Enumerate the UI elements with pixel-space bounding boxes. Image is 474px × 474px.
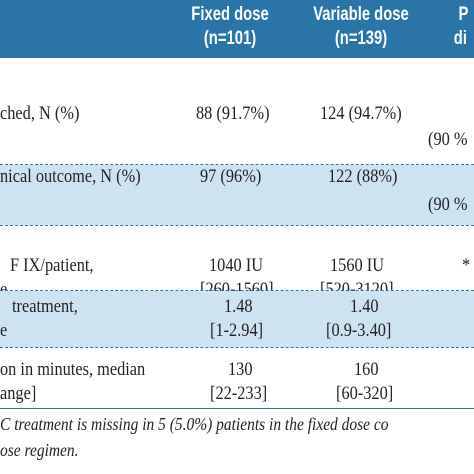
cell-fixed: 1040 IU <box>209 255 264 276</box>
row-label-cont: ange] <box>0 383 37 404</box>
cell-extra: (90 % <box>428 129 468 150</box>
header-p-value: P di <box>446 3 474 51</box>
row-label: nical outcome, N (%) <box>0 166 141 187</box>
header-fixed-dose-line1: Fixed dose <box>191 4 269 25</box>
row-label-cont: e <box>0 320 8 341</box>
table-row: F IX/patient, e 1040 IU [260-1560] 1560 … <box>0 226 474 300</box>
table-row: ched, N (%) 88 (91.7%) 124 (94.7%) (90 % <box>0 58 474 164</box>
cell-variable: 122 (88%) <box>328 166 398 187</box>
cell-fixed-range: [1-2.94] <box>210 320 264 341</box>
header-p-value-line1: P <box>458 4 469 25</box>
row-divider <box>0 347 474 348</box>
cell-variable-range: [60-320] <box>336 383 394 404</box>
row-divider <box>0 225 474 226</box>
row-label: on in minutes, median <box>0 359 146 380</box>
table-row: on in minutes, median ange] 130 [22-233]… <box>0 348 474 408</box>
row-label: F IX/patient, <box>10 255 94 276</box>
header-variable-dose: Variable dose (n=139) <box>303 3 420 51</box>
cell-variable: 1560 IU <box>330 255 385 276</box>
table-row: nical outcome, N (%) 97 (96%) 122 (88%) … <box>0 165 474 225</box>
cell-fixed-range: [22-233] <box>210 383 268 404</box>
header-variable-dose-line1: Variable dose <box>313 4 409 25</box>
cell-variable: 124 (94.7%) <box>320 103 402 124</box>
row-label: ched, N (%) <box>0 103 80 124</box>
cell-fixed: 1.48 <box>224 296 253 317</box>
row-label-cont: e <box>0 279 8 300</box>
cell-fixed: 88 (91.7%) <box>196 103 270 124</box>
cell-extra: * <box>462 255 471 276</box>
row-divider <box>0 290 474 291</box>
cell-extra: (90 % <box>428 194 468 215</box>
cell-fixed: 130 <box>228 359 253 380</box>
header-variable-dose-line2: (n=139) <box>334 28 388 49</box>
table-header <box>0 0 474 58</box>
footnote-line2: ose regimen. <box>0 440 79 460</box>
cell-variable: 1.40 <box>350 296 379 317</box>
table-bottom-rule <box>0 408 474 409</box>
cell-variable-range: [0.9-3.40] <box>326 320 392 341</box>
table-row: treatment, e 1.48 [1-2.94] 1.40 [0.9-3.4… <box>0 291 474 347</box>
cell-fixed: 97 (96%) <box>200 166 262 187</box>
header-fixed-dose-line2: (n=101) <box>203 28 257 49</box>
row-divider <box>0 164 474 165</box>
header-p-value-line2: di <box>453 28 467 49</box>
footnote-line1: C treatment is missing in 5 (5.0%) patie… <box>0 414 389 434</box>
row-label: treatment, <box>12 296 78 317</box>
cell-variable: 160 <box>354 359 379 380</box>
header-fixed-dose: Fixed dose (n=101) <box>183 3 277 51</box>
